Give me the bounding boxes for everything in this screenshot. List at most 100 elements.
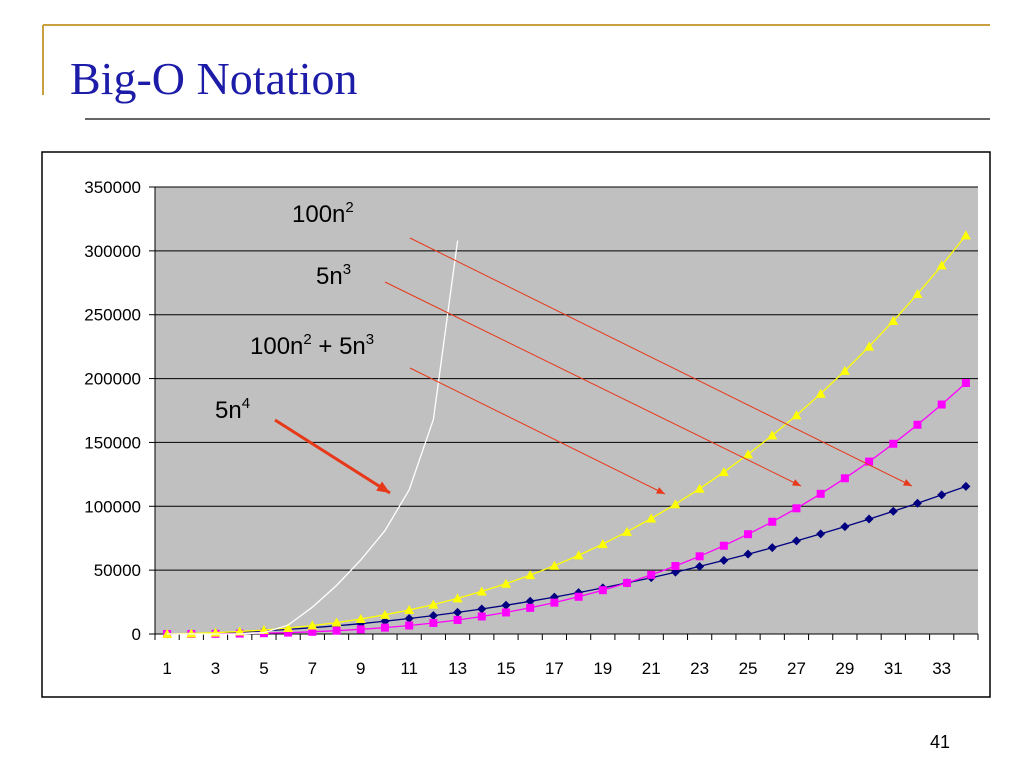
point <box>500 578 511 588</box>
point <box>428 611 438 621</box>
point <box>550 598 559 607</box>
y-tick-label: 150000 <box>84 433 141 452</box>
point <box>549 560 560 570</box>
y-tick-label: 50000 <box>94 561 141 580</box>
point <box>840 522 850 532</box>
point <box>355 613 366 623</box>
point <box>815 388 826 398</box>
point <box>476 586 487 596</box>
point <box>889 439 898 448</box>
page-number: 41 <box>930 732 950 752</box>
x-tick-label: 13 <box>448 659 467 678</box>
x-tick-label: 25 <box>739 659 758 678</box>
point <box>743 549 753 559</box>
point <box>743 449 754 459</box>
point <box>791 536 801 546</box>
x-tick-label: 7 <box>308 659 317 678</box>
point <box>380 616 390 626</box>
point <box>840 474 849 483</box>
point <box>452 593 463 603</box>
point <box>405 621 414 630</box>
x-tick-label: 15 <box>497 659 516 678</box>
x-tick-label: 27 <box>787 659 806 678</box>
point <box>937 490 947 500</box>
point <box>695 552 704 561</box>
point <box>646 513 657 523</box>
point <box>744 530 753 539</box>
x-tick-label: 23 <box>690 659 709 678</box>
point <box>768 517 777 526</box>
point <box>186 628 197 638</box>
point <box>453 607 463 617</box>
point <box>718 467 729 477</box>
point <box>525 596 535 606</box>
point <box>671 562 680 571</box>
point <box>429 618 438 627</box>
point <box>428 599 439 609</box>
x-tick-label: 5 <box>259 659 268 678</box>
y-tick-label: 300000 <box>84 242 141 261</box>
point <box>356 625 365 634</box>
point <box>961 481 971 491</box>
point <box>622 526 633 536</box>
x-tick-label: 29 <box>835 659 854 678</box>
arrow-head <box>376 481 390 493</box>
series-line <box>167 234 967 635</box>
point <box>526 603 535 612</box>
annotation-part: 5n <box>316 263 343 290</box>
annotation-part: 3 <box>343 261 351 278</box>
point <box>695 561 705 571</box>
point <box>308 627 317 636</box>
arrow-head <box>903 479 912 486</box>
series-line <box>167 382 967 635</box>
point <box>791 410 802 420</box>
point <box>574 592 583 601</box>
arrow <box>409 367 666 495</box>
point <box>623 578 632 587</box>
y-tick-label: 100000 <box>84 497 141 516</box>
point <box>597 539 608 549</box>
annotation: 100n2 <box>292 199 354 228</box>
point <box>283 623 294 633</box>
x-tick-label: 33 <box>932 659 951 678</box>
point <box>331 617 342 627</box>
y-tick-label: 200000 <box>84 370 141 389</box>
point <box>888 316 899 326</box>
point <box>865 457 874 466</box>
point <box>379 609 390 619</box>
point <box>864 514 874 524</box>
point <box>404 605 415 615</box>
annotation-part: 100n <box>250 333 303 360</box>
arrow <box>409 237 913 487</box>
point <box>670 499 681 509</box>
point <box>332 626 341 635</box>
y-tick-label: 350000 <box>84 178 141 197</box>
point <box>501 608 510 617</box>
series-line <box>167 485 967 635</box>
point <box>937 400 946 409</box>
plot-area <box>155 187 978 634</box>
series-line <box>167 240 459 635</box>
x-tick-label: 11 <box>400 659 418 678</box>
annotation-part: 4 <box>242 395 250 412</box>
arrow <box>274 418 391 495</box>
point <box>913 420 922 429</box>
x-tick-label: 21 <box>642 659 661 678</box>
x-tick-label: 9 <box>356 659 365 678</box>
point <box>647 570 656 579</box>
y-tick-label: 0 <box>132 625 141 644</box>
x-tick-label: 17 <box>545 659 564 678</box>
point <box>694 483 705 493</box>
point <box>284 628 293 637</box>
point <box>961 379 970 388</box>
y-tick-label: 250000 <box>84 306 141 325</box>
x-tick-label: 3 <box>211 659 220 678</box>
x-tick-label: 1 <box>162 659 171 678</box>
point <box>864 341 875 351</box>
point <box>380 623 389 632</box>
point <box>912 498 922 508</box>
point <box>767 543 777 553</box>
point <box>598 586 607 595</box>
